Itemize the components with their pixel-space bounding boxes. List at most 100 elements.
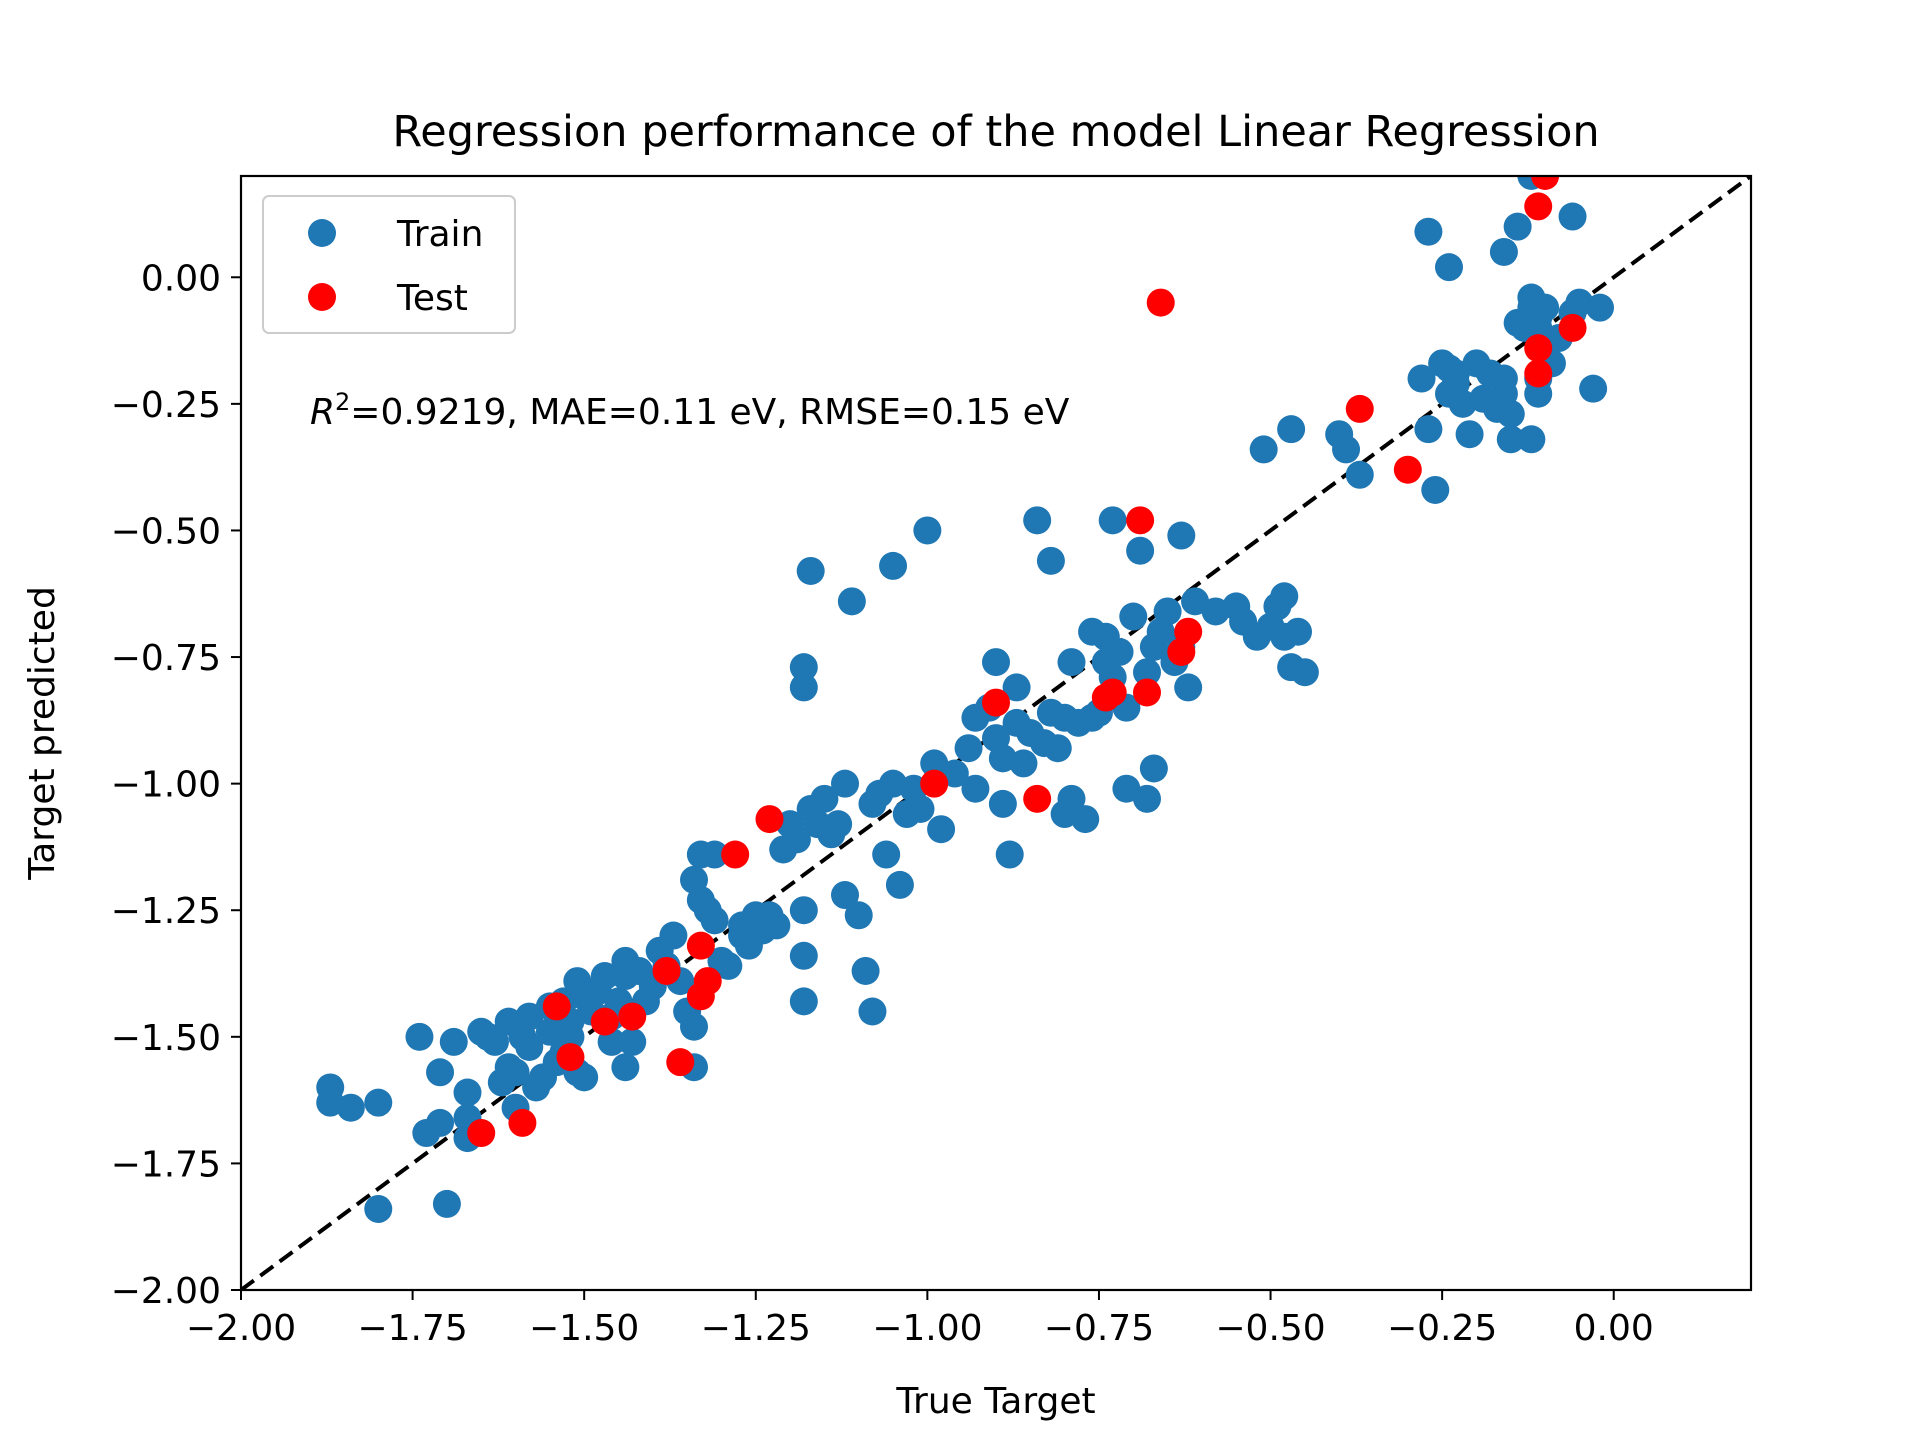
train-point — [618, 1027, 647, 1056]
test-point — [590, 1007, 619, 1036]
train-point — [1489, 237, 1518, 266]
y-tick-label: −1.00 — [111, 765, 221, 806]
train-point — [1133, 784, 1161, 813]
train-point — [453, 1078, 482, 1107]
train-point — [858, 997, 887, 1026]
test-point — [755, 805, 784, 834]
test-point — [556, 1043, 585, 1072]
test-point — [618, 1002, 647, 1031]
train-point — [515, 1032, 544, 1061]
train-point — [796, 556, 825, 585]
train-point — [405, 1022, 434, 1051]
train-point — [1414, 415, 1443, 444]
x-tick-label: −1.50 — [529, 1308, 639, 1349]
train-point — [1133, 658, 1161, 687]
train-point — [851, 956, 880, 985]
x-tick-label: 0.00 — [1574, 1308, 1654, 1349]
train-point — [364, 1088, 393, 1117]
train-point — [810, 784, 839, 813]
train-point — [1517, 425, 1546, 454]
train-point — [432, 1189, 461, 1218]
legend-marker-train — [308, 219, 336, 247]
train-point — [1284, 617, 1312, 646]
train-point — [831, 881, 859, 910]
x-tick-label: −2.00 — [186, 1308, 296, 1349]
x-axis: −2.00 −1.75 −1.50 −1.25 −1.00 −0.75 −0.50 −0.25… — [186, 1290, 1654, 1349]
train-point — [336, 1093, 365, 1122]
legend-label-train: Train — [396, 214, 483, 255]
y-tick-label: −2.00 — [111, 1271, 221, 1312]
test-point — [1174, 617, 1203, 646]
test-point — [721, 840, 750, 869]
train-point — [831, 769, 859, 798]
train-point — [1524, 379, 1553, 408]
train-point — [1407, 364, 1436, 393]
train-point — [885, 870, 914, 899]
train-point — [1270, 582, 1299, 611]
train-point — [501, 1058, 530, 1087]
train-point — [995, 840, 1024, 869]
train-point — [824, 810, 853, 839]
series-train — [316, 176, 1614, 1223]
y-tick-label: −0.25 — [111, 385, 221, 426]
x-tick-label: −1.00 — [872, 1308, 982, 1349]
test-point — [1345, 394, 1374, 423]
test-point — [508, 1108, 537, 1137]
test-point — [1393, 455, 1422, 484]
test-point — [652, 956, 681, 985]
train-point — [1503, 212, 1532, 241]
train-point — [1277, 415, 1306, 444]
train-point — [1496, 425, 1525, 454]
test-point — [1146, 288, 1175, 317]
train-point — [1126, 536, 1155, 565]
train-point — [700, 840, 729, 869]
train-point — [1091, 648, 1120, 677]
train-point — [1579, 374, 1608, 403]
train-point — [844, 901, 873, 930]
train-point — [1002, 708, 1031, 737]
test-point — [982, 688, 1010, 717]
train-point — [1071, 805, 1100, 834]
test-point — [1524, 334, 1553, 363]
train-point — [1057, 784, 1086, 813]
chart-title: Regression performance of the model Line… — [392, 107, 1599, 157]
x-tick-label: −0.25 — [1387, 1308, 1497, 1349]
train-point — [1441, 369, 1470, 398]
metrics-text: =0.9219, MAE=0.11 eV, RMSE=0.15 eV — [350, 392, 1069, 433]
train-point — [659, 921, 688, 950]
train-point — [611, 962, 640, 991]
train-point — [906, 794, 935, 823]
train-point — [1455, 420, 1484, 449]
y-tick-label: −0.75 — [111, 638, 221, 679]
test-point — [1098, 678, 1127, 707]
train-point — [680, 1012, 708, 1041]
train-point — [1057, 648, 1086, 677]
y-axis-label: Target predicted — [22, 586, 63, 881]
x-tick-label: −0.75 — [1044, 1308, 1154, 1349]
train-point — [1043, 734, 1072, 763]
train-point — [872, 840, 901, 869]
x-tick-label: −1.75 — [357, 1308, 467, 1349]
train-point — [1345, 460, 1374, 489]
train-point — [1009, 749, 1038, 778]
train-point — [556, 1022, 585, 1051]
train-point — [439, 1027, 468, 1056]
r2-exponent: 2 — [335, 388, 350, 416]
legend: Train Test — [262, 195, 516, 334]
train-point — [837, 587, 866, 616]
train-point — [954, 734, 983, 763]
train-point — [789, 653, 818, 682]
train-point — [1531, 293, 1560, 322]
y-tick-label: 0.00 — [141, 258, 221, 299]
x-axis-label: True Target — [895, 1381, 1095, 1422]
y-tick-label: −0.50 — [111, 511, 221, 552]
train-point — [1002, 673, 1031, 702]
train-point — [1119, 602, 1148, 631]
x-tick-label: −1.25 — [701, 1308, 811, 1349]
train-point — [913, 516, 942, 545]
train-point — [789, 941, 818, 970]
train-point — [1023, 506, 1052, 535]
train-point — [426, 1108, 455, 1137]
test-point — [693, 967, 722, 996]
test-point — [1133, 678, 1161, 707]
